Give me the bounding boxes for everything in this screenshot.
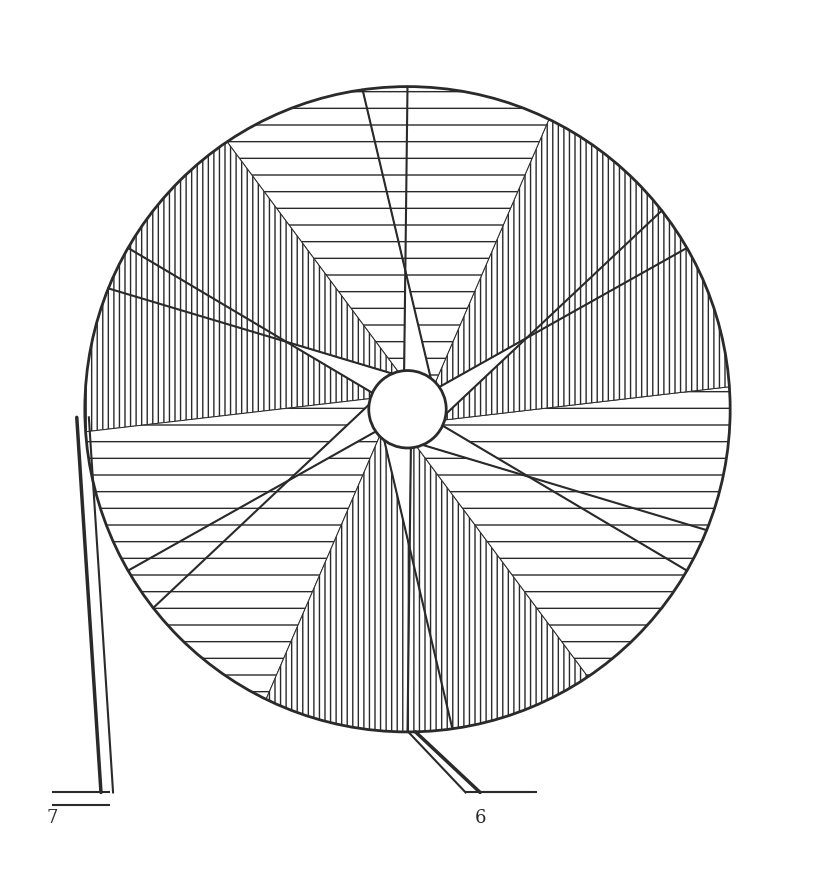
Polygon shape	[266, 436, 452, 732]
Circle shape	[85, 87, 730, 732]
Text: 6: 6	[474, 808, 486, 827]
Polygon shape	[86, 399, 370, 608]
Polygon shape	[416, 444, 707, 676]
Polygon shape	[408, 447, 588, 732]
Polygon shape	[108, 142, 399, 374]
Polygon shape	[85, 248, 372, 431]
Text: 7: 7	[47, 808, 58, 827]
Polygon shape	[128, 431, 380, 699]
Polygon shape	[227, 87, 408, 372]
Polygon shape	[445, 211, 729, 420]
Polygon shape	[363, 87, 549, 382]
Polygon shape	[435, 119, 687, 387]
Polygon shape	[443, 387, 730, 570]
Circle shape	[368, 370, 447, 448]
